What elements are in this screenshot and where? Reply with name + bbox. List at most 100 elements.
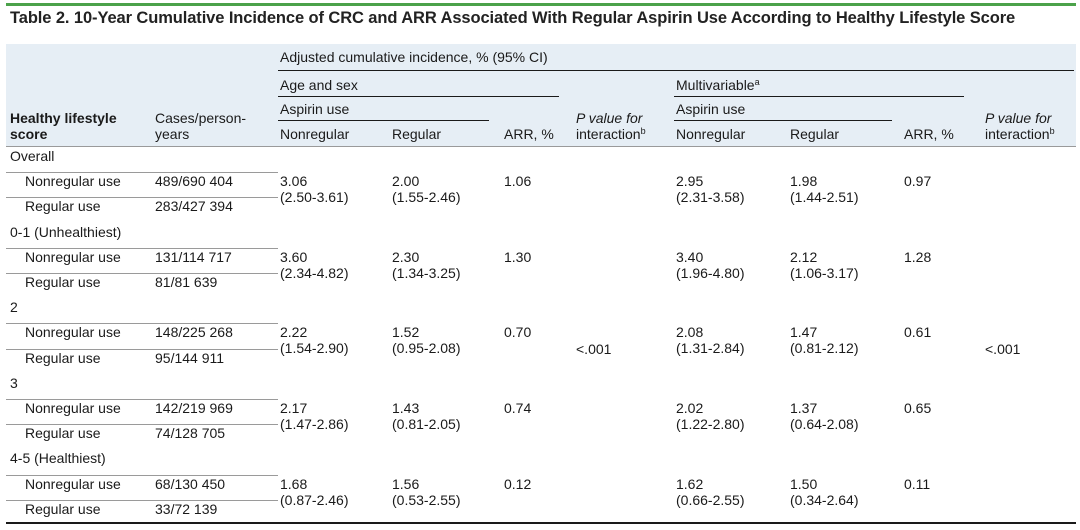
header-nonregular-agesex: Nonregular [280, 126, 350, 142]
row-label: Nonregular use [25, 248, 121, 265]
agesex-nonregular-ci: (0.87-2.46) [280, 491, 349, 508]
row-cases: 489/690 404 [155, 173, 233, 190]
agesex-nonregular-value: 3.06 [280, 173, 308, 190]
agesex-regular-ci: (1.55-2.46) [392, 189, 461, 206]
row-label: Regular use [25, 198, 101, 215]
multi-regular-value: 2.12 [790, 248, 818, 265]
agesex-nonregular-ci: (2.34-4.82) [280, 264, 349, 281]
agesex-arr-value: 0.12 [504, 475, 532, 492]
multi-arr-value: 0.11 [904, 475, 931, 492]
agesex-regular-value: 1.43 [392, 400, 420, 416]
header-p-value-2-agesex: interactionb [576, 126, 646, 142]
header-aspirin-use-agesex: Aspirin use [280, 101, 350, 117]
row-label: Regular use [25, 274, 101, 290]
multi-nonregular-value: 2.02 [676, 400, 704, 416]
table-bottom-rule [6, 522, 1076, 524]
row-cases: 148/225 268 [155, 324, 233, 341]
group-label: 4-5 (Healthiest) [10, 450, 106, 467]
multi-regular-value: 1.98 [790, 173, 818, 190]
header-p-value-1-multi: P value for [985, 110, 1052, 126]
group-label: 0-1 (Unhealthiest) [10, 223, 122, 240]
header-lifestyle-1: Healthy lifestyle [10, 110, 117, 126]
multi-arr-value: 0.65 [904, 400, 932, 416]
row-label: Nonregular use [25, 400, 121, 416]
row-label: Regular use [25, 500, 101, 517]
row-cases: 68/130 450 [155, 475, 226, 492]
agesex-nonregular-value: 1.68 [280, 475, 308, 492]
header-rule-multivariable [674, 96, 964, 97]
row-cases: 142/219 969 [155, 400, 233, 416]
multi-nonregular-ci: (2.31-3.58) [676, 189, 745, 206]
header-rule-group [278, 70, 1074, 71]
row-rule [6, 197, 278, 199]
agesex-regular-ci: (0.81-2.05) [392, 416, 461, 432]
header-regular-multi: Regular [790, 126, 840, 142]
header-multivariable: Multivariablea [676, 77, 760, 93]
agesex-regular-value: 2.30 [392, 248, 420, 265]
multi-nonregular-value: 3.40 [676, 248, 704, 265]
header-rule-age-sex [278, 96, 559, 97]
row-cases: 81/81 639 [155, 274, 218, 290]
multi-regular-value: 1.50 [790, 475, 818, 492]
multi-regular-ci: (0.81-2.12) [790, 340, 859, 357]
header-p-value-2-multi: interactionb [985, 126, 1055, 142]
multi-nonregular-value: 1.62 [676, 475, 704, 492]
row-cases: 74/128 705 [155, 425, 226, 442]
row-rule [6, 499, 278, 501]
header-nonregular-multi: Nonregular [676, 126, 746, 142]
group-label: Overall [10, 148, 55, 164]
multi-arr-value: 1.28 [904, 248, 932, 265]
multi-regular-ci: (0.64-2.08) [790, 416, 859, 432]
group-label: 3 [10, 374, 18, 391]
multi-regular-value: 1.47 [790, 324, 818, 341]
row-rule [6, 273, 278, 274]
group-rule [6, 323, 278, 325]
header-lifestyle-2: score [10, 126, 48, 142]
multi-arr-value: 0.61 [904, 324, 932, 341]
row-cases: 131/114 717 [155, 248, 232, 265]
multi-arr-value: 0.97 [904, 173, 932, 190]
header-arr-multi: ARR, % [904, 126, 954, 142]
agesex-regular-value: 1.56 [392, 475, 420, 492]
group-rule [6, 399, 278, 400]
multi-nonregular-ci: (0.66-2.55) [676, 491, 745, 508]
header-group-label: Adjusted cumulative incidence, % (95% CI… [280, 49, 548, 65]
agesex-nonregular-value: 3.60 [280, 248, 308, 265]
table-title: Table 2. 10-Year Cumulative Incidence of… [10, 9, 1016, 27]
multi-regular-ci: (1.44-2.51) [790, 189, 859, 206]
multi-nonregular-ci: (1.96-4.80) [676, 264, 745, 281]
agesex-arr-value: 1.30 [504, 248, 532, 265]
row-rule [6, 424, 278, 426]
header-cases-2: years [155, 126, 190, 142]
multi-regular-ci: (1.06-3.17) [790, 264, 859, 281]
header-rule-aspirin-multi [674, 120, 892, 121]
multi-regular-value: 1.37 [790, 400, 818, 416]
title-accent-bar [6, 3, 1076, 6]
group-label: 2 [10, 299, 18, 316]
header-rule-aspirin-agesex [278, 120, 489, 121]
multi-nonregular-ci: (1.31-2.84) [676, 340, 745, 357]
group-rule [6, 172, 278, 174]
agesex-nonregular-ci: (1.54-2.90) [280, 340, 349, 357]
row-label: Nonregular use [25, 173, 121, 190]
header-p-value-1-agesex: P value for [576, 110, 643, 126]
row-label: Nonregular use [25, 475, 121, 492]
header-cases-1: Cases/person- [155, 110, 247, 126]
agesex-arr-value: 0.74 [504, 400, 532, 416]
agesex-regular-value: 1.52 [392, 324, 420, 341]
header-aspirin-use-multi: Aspirin use [676, 101, 746, 117]
agesex-regular-ci: (1.34-3.25) [392, 264, 461, 281]
row-label: Nonregular use [25, 324, 121, 341]
header-arr-agesex: ARR, % [504, 126, 554, 142]
row-rule [6, 348, 278, 350]
row-label: Regular use [25, 425, 101, 442]
agesex-arr-value: 1.06 [504, 173, 532, 190]
agesex-nonregular-value: 2.17 [280, 400, 308, 416]
multi-regular-ci: (0.34-2.64) [790, 491, 859, 508]
header-shading [6, 44, 1076, 146]
row-cases: 95/144 911 [155, 349, 225, 366]
agesex-regular-ci: (0.95-2.08) [392, 340, 461, 357]
agesex-regular-ci: (0.53-2.55) [392, 491, 461, 508]
agesex-nonregular-ci: (1.47-2.86) [280, 416, 349, 432]
row-cases: 283/427 394 [155, 198, 233, 215]
